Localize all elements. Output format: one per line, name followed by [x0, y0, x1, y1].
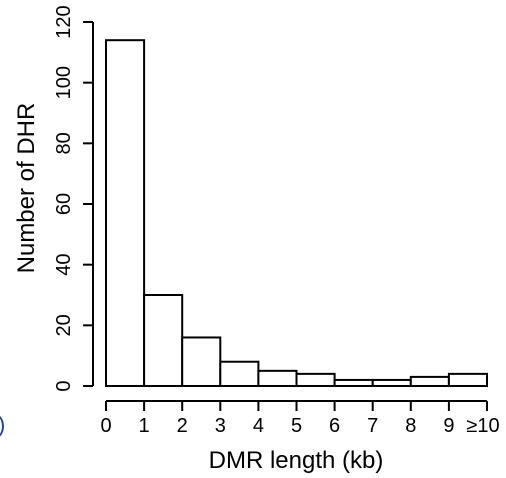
y-axis-label: Number of DHR — [13, 103, 40, 274]
bar-8 — [409, 375, 450, 387]
bar-3 — [219, 360, 260, 388]
x-tick-label-10: ≥10 — [466, 415, 499, 437]
y-tick-label-1: 20 — [53, 314, 75, 336]
x-tick-label-1: 1 — [139, 415, 150, 437]
y-tick-label-3: 60 — [53, 193, 75, 215]
bar-6 — [333, 378, 374, 387]
y-tick-label-2: 40 — [53, 254, 75, 276]
y-tick-label-0: 0 — [53, 380, 75, 391]
bar-4 — [257, 369, 298, 388]
bar-1 — [143, 294, 184, 387]
x-tick-label-2: 2 — [177, 415, 188, 437]
x-axis-label: DMR length (kb) — [209, 447, 384, 474]
x-tick-label-6: 6 — [329, 415, 340, 437]
y-axis: 0 20 40 60 80 100 120 — [53, 5, 94, 392]
x-tick-label-0: 0 — [100, 415, 111, 437]
x-tick-label-3: 3 — [215, 415, 226, 437]
x-tick-label-4: 4 — [253, 415, 264, 437]
bar-9 — [447, 372, 488, 388]
x-tick-label-5: 5 — [291, 415, 302, 437]
x-axis: 0 1 2 3 4 5 6 7 8 9 ≥10 — [100, 400, 500, 437]
x-tick-label-9: 9 — [443, 415, 454, 437]
y-tick-label-6: 120 — [53, 5, 75, 38]
y-tick-label-4: 80 — [53, 132, 75, 154]
bars-group — [105, 39, 488, 388]
x-tick-label-7: 7 — [367, 415, 378, 437]
bar-0 — [105, 39, 146, 387]
bar-2 — [181, 336, 222, 388]
x-tick-label-8: 8 — [405, 415, 416, 437]
bar-5 — [295, 372, 336, 388]
bar-7 — [371, 378, 412, 387]
edge-mark: ) — [0, 412, 5, 437]
y-tick-label-5: 100 — [53, 66, 75, 99]
